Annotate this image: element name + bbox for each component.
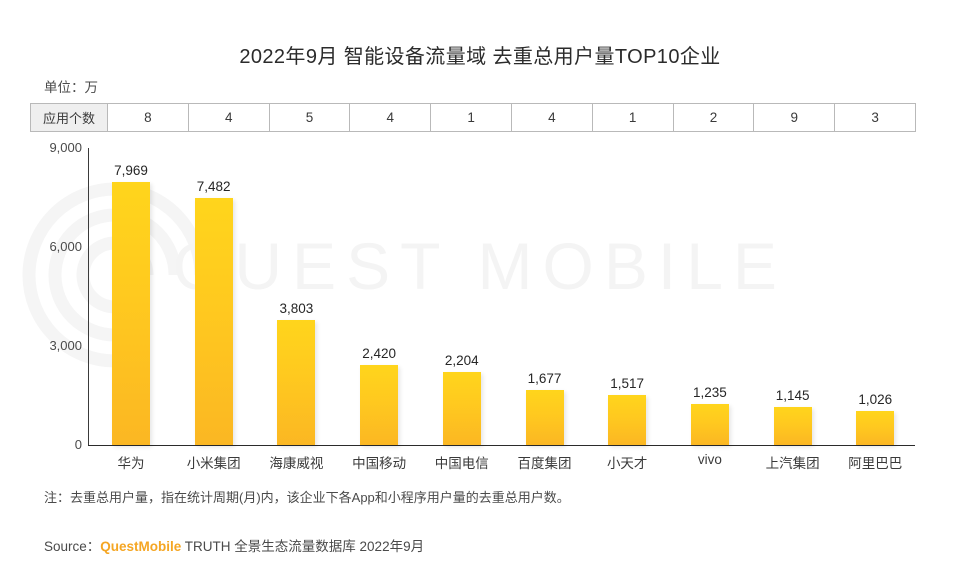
table-cell-10: 3 bbox=[834, 103, 916, 132]
bar-column: 1,235 bbox=[668, 148, 752, 445]
table-cell-3: 5 bbox=[268, 103, 351, 132]
bar[interactable] bbox=[690, 404, 729, 445]
bar-value-label: 3,803 bbox=[279, 300, 314, 316]
bar-value-label: 2,420 bbox=[362, 346, 396, 362]
bar[interactable] bbox=[277, 319, 316, 445]
category-label: 小天才 bbox=[606, 456, 648, 471]
table-cell-8: 2 bbox=[672, 103, 755, 132]
bar-value-label: 2,204 bbox=[444, 353, 479, 369]
bar-column: 1,677 bbox=[503, 148, 587, 445]
bar[interactable] bbox=[442, 372, 481, 445]
bar[interactable] bbox=[112, 182, 150, 445]
bar[interactable] bbox=[360, 365, 399, 445]
category-label: 华为 bbox=[117, 456, 145, 471]
bar[interactable] bbox=[773, 407, 812, 445]
category-label: 阿里巴巴 bbox=[848, 456, 903, 471]
plot-area: 7,969 7,482 3,803 2,420 2,204 1,677 1,517 1,235… bbox=[88, 148, 915, 445]
app-count-table: 应用个数 8 4 5 4 1 4 1 2 9 3 bbox=[30, 103, 916, 132]
table-cell-4: 4 bbox=[349, 103, 432, 132]
y-axis-tick-3000: 3,000 bbox=[49, 338, 82, 353]
bar-value-label: 1,026 bbox=[858, 392, 893, 408]
table-row: 应用个数 8 4 5 4 1 4 1 2 9 3 bbox=[30, 103, 916, 132]
source-prefix: Source： bbox=[44, 539, 101, 554]
bar[interactable] bbox=[608, 394, 647, 445]
category-label: 中国电信 bbox=[434, 456, 489, 471]
source-rest: TRUTH 全景生态流量数据库 2022年9月 bbox=[181, 539, 425, 554]
bar[interactable] bbox=[525, 389, 564, 445]
category-label: 小米集团 bbox=[186, 456, 241, 471]
category-label: vivo bbox=[697, 452, 722, 467]
bar-column: 2,204 bbox=[420, 148, 504, 445]
bar-column: 1,145 bbox=[751, 148, 835, 445]
table-cell-1: 8 bbox=[107, 103, 189, 132]
bar-column: 1,517 bbox=[585, 148, 669, 445]
y-axis-tick-6000: 6,000 bbox=[49, 239, 82, 254]
source-line: Source：QuestMobile TRUTH 全景生态流量数据库 2022年… bbox=[44, 535, 424, 555]
bar-value-label: 1,145 bbox=[775, 388, 810, 404]
category-label: 海康威视 bbox=[269, 456, 324, 471]
bar-value-label: 7,482 bbox=[196, 179, 231, 195]
bar-value-label: 1,677 bbox=[527, 370, 562, 386]
bar-column: 7,482 bbox=[172, 148, 256, 445]
source-brand: QuestMobile bbox=[100, 539, 182, 554]
category-label: 中国移动 bbox=[352, 456, 407, 471]
footnote: 注：去重总用户量，指在统计周期(月)内，该企业下各App和小程序用户量的去重总用… bbox=[44, 490, 570, 505]
bar-value-label: 7,969 bbox=[114, 163, 148, 179]
y-axis-tick-0: 0 bbox=[74, 437, 82, 452]
bar-value-label: 1,517 bbox=[610, 375, 645, 391]
table-cell-9: 9 bbox=[753, 103, 836, 132]
unit-label: 单位：万 bbox=[44, 80, 98, 95]
table-cell-6: 4 bbox=[510, 103, 593, 132]
bar-column: 2,420 bbox=[337, 148, 421, 445]
bar-column: 3,803 bbox=[254, 148, 338, 445]
table-cell-2: 4 bbox=[187, 103, 270, 132]
category-label: 百度集团 bbox=[517, 456, 572, 471]
page-title: 2022年9月 智能设备流量域 去重总用户量TOP10企业 bbox=[239, 46, 721, 68]
table-cell-5: 1 bbox=[430, 103, 512, 132]
table-cell-7: 1 bbox=[591, 103, 674, 132]
x-axis-line bbox=[88, 445, 915, 446]
bar[interactable] bbox=[194, 198, 233, 445]
bar-value-label: 1,235 bbox=[692, 385, 727, 401]
category-label: 上汽集团 bbox=[765, 456, 820, 471]
bar-column: 1,026 bbox=[833, 148, 917, 445]
bar-column: 7,969 bbox=[89, 148, 173, 445]
y-axis-tick-9000: 9,000 bbox=[49, 140, 82, 155]
table-row-header: 应用个数 bbox=[30, 103, 108, 132]
bar[interactable] bbox=[856, 411, 895, 445]
